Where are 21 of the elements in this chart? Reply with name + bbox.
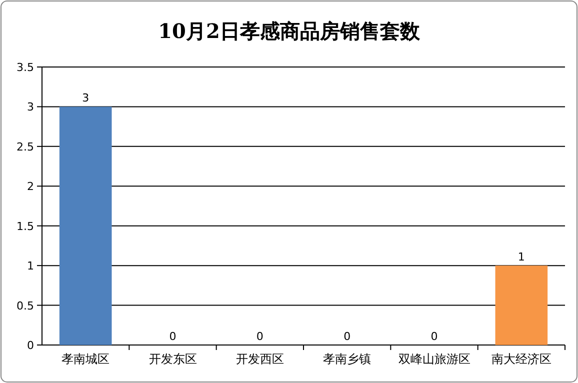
- x-tick-label: 双峰山旅游区: [398, 352, 470, 366]
- y-tick-label: 1: [27, 260, 34, 273]
- y-tick-label: 2: [27, 180, 34, 194]
- x-tick-label: 开发西区: [236, 352, 284, 366]
- x-tick-label: 南大经济区: [491, 352, 552, 366]
- data-label: 3: [82, 92, 90, 105]
- y-tick-label: 3: [27, 100, 34, 114]
- y-tick-label: 1.5: [16, 220, 34, 233]
- data-label: 1: [518, 250, 525, 264]
- x-tick-label: 开发东区: [148, 352, 197, 366]
- x-tick-label: 孝南城区: [62, 352, 110, 366]
- y-tick-label: 2.5: [16, 140, 34, 154]
- data-label: 0: [169, 330, 176, 343]
- y-tick-label: 0.5: [16, 299, 34, 312]
- y-tick-label: 0: [27, 339, 34, 352]
- data-label: 0: [256, 330, 264, 343]
- x-tick-label: 孝南乡镇: [323, 352, 372, 366]
- data-label: 0: [344, 330, 351, 343]
- y-tick-label: 3.5: [16, 61, 34, 74]
- data-label: 0: [430, 330, 438, 343]
- chart-title: 10月2日孝感商品房销售套数: [158, 19, 421, 43]
